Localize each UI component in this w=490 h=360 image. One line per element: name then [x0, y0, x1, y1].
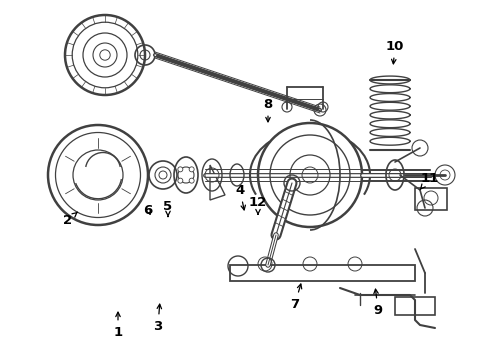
Circle shape — [189, 167, 194, 172]
Text: 2: 2 — [63, 212, 77, 226]
Text: 7: 7 — [291, 284, 302, 310]
Text: 4: 4 — [235, 184, 245, 210]
Text: 9: 9 — [373, 289, 383, 316]
Text: 10: 10 — [386, 40, 404, 64]
Text: 5: 5 — [164, 201, 172, 216]
Circle shape — [189, 178, 194, 183]
Text: 11: 11 — [420, 171, 439, 189]
Text: 1: 1 — [114, 312, 122, 338]
Text: 12: 12 — [249, 195, 267, 214]
Text: 8: 8 — [264, 98, 272, 122]
Circle shape — [178, 167, 183, 172]
Circle shape — [178, 178, 183, 183]
Text: 3: 3 — [153, 304, 163, 333]
Text: 6: 6 — [144, 203, 152, 216]
